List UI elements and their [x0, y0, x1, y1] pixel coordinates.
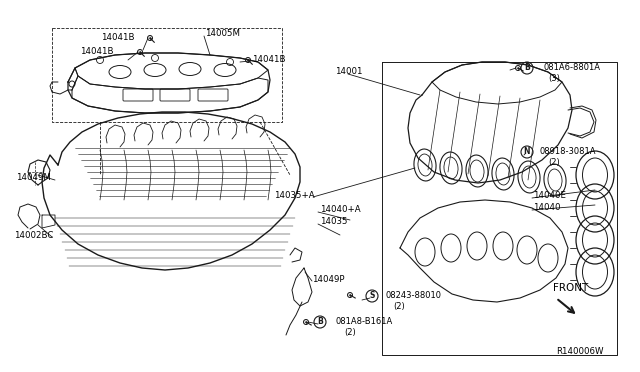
- Text: S: S: [369, 292, 374, 301]
- Text: 081A6-8801A: 081A6-8801A: [543, 64, 600, 73]
- Circle shape: [348, 292, 353, 298]
- Text: (2): (2): [548, 157, 560, 167]
- Text: 14041B: 14041B: [102, 33, 135, 42]
- Text: B: B: [524, 64, 530, 73]
- Text: 14005M: 14005M: [205, 29, 240, 38]
- Text: 081A8-B161A: 081A8-B161A: [336, 317, 393, 327]
- Text: 14040E: 14040E: [533, 192, 566, 201]
- Circle shape: [515, 65, 520, 71]
- Text: 08918-3081A: 08918-3081A: [540, 148, 596, 157]
- Text: B: B: [317, 317, 323, 327]
- Text: 14049M: 14049M: [16, 173, 51, 183]
- Text: 14002BC: 14002BC: [14, 231, 53, 241]
- Circle shape: [246, 58, 250, 62]
- Text: 14040+A: 14040+A: [320, 205, 360, 215]
- Text: N: N: [524, 148, 531, 157]
- Text: (2): (2): [344, 327, 356, 337]
- Text: FRONT: FRONT: [553, 283, 588, 293]
- Text: 14049P: 14049P: [312, 276, 344, 285]
- Text: 14035+A: 14035+A: [275, 190, 315, 199]
- Text: (3): (3): [548, 74, 560, 83]
- Text: 14041B: 14041B: [252, 55, 285, 64]
- Text: 14001: 14001: [335, 67, 362, 77]
- Text: (2): (2): [393, 301, 404, 311]
- Text: R140006W: R140006W: [556, 347, 604, 356]
- Circle shape: [147, 35, 152, 41]
- Text: 08243-88010: 08243-88010: [386, 292, 442, 301]
- Circle shape: [303, 320, 308, 324]
- Text: 14035: 14035: [320, 218, 348, 227]
- Text: 14041B: 14041B: [81, 48, 114, 57]
- Circle shape: [138, 49, 143, 55]
- Text: 14040: 14040: [533, 202, 561, 212]
